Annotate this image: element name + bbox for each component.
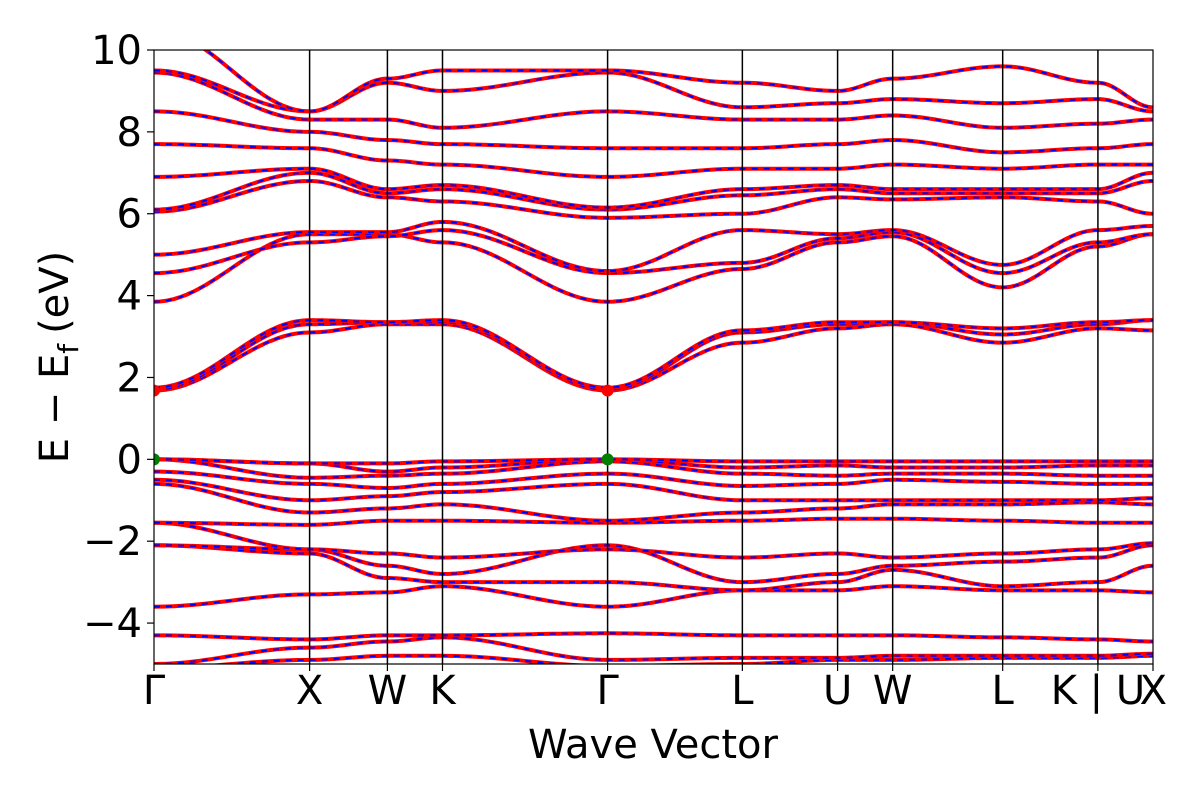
extrema-markers [154, 384, 614, 466]
band-line-dashed [154, 220, 1153, 273]
x-tick-label: K [429, 668, 457, 714]
band-line-dashed [154, 69, 1153, 113]
y-axis-label-unit: (eV) [32, 251, 78, 334]
y-tick-label: 10 [91, 28, 142, 74]
y-axis-ticks: −4 −2 0 2 4 6 8 10 [83, 28, 154, 647]
band-line-dashed [154, 319, 1153, 391]
y-axis-label: E − Ef (eV) [32, 251, 85, 464]
x-tick-label: X [1140, 668, 1167, 714]
band-line-dashed [154, 71, 1153, 129]
y-axis-label-main: E − E [32, 354, 78, 464]
x-tick-label: K | U [1051, 668, 1145, 714]
y-tick-label: 0 [117, 437, 142, 483]
x-tick-label: W [368, 668, 408, 714]
marker-cbm [154, 384, 160, 397]
marker-vbm [154, 453, 160, 466]
y-tick-label: −4 [83, 601, 142, 647]
band-line-dashed [154, 319, 1153, 389]
plot-frame [153, 49, 1154, 665]
x-tick-label: W [873, 668, 913, 714]
kpoint-lines [308, 50, 1099, 664]
x-tick-label: Γ [143, 668, 166, 714]
band-line-dashed [154, 171, 1153, 211]
marker-vbm [601, 453, 614, 466]
marker-cbm [601, 384, 614, 397]
x-tick-label: Γ [596, 668, 619, 714]
x-tick-label: U [823, 668, 852, 714]
x-tick-label: L [992, 668, 1015, 714]
band-line-dashed [219, 654, 1153, 664]
x-tick-label: L [731, 668, 754, 714]
y-axis-label-subscript: f [52, 343, 85, 354]
band-line-dashed [204, 50, 1153, 113]
y-tick-label: 6 [117, 192, 142, 238]
y-tick-label: −2 [83, 519, 142, 565]
x-tick-label: X [296, 668, 323, 714]
band-line-dashed [154, 179, 1153, 219]
y-tick-label: 2 [117, 355, 142, 401]
y-tick-label: 4 [117, 274, 142, 320]
x-axis-label: Wave Vector [528, 722, 779, 768]
y-tick-label: 8 [117, 110, 142, 156]
